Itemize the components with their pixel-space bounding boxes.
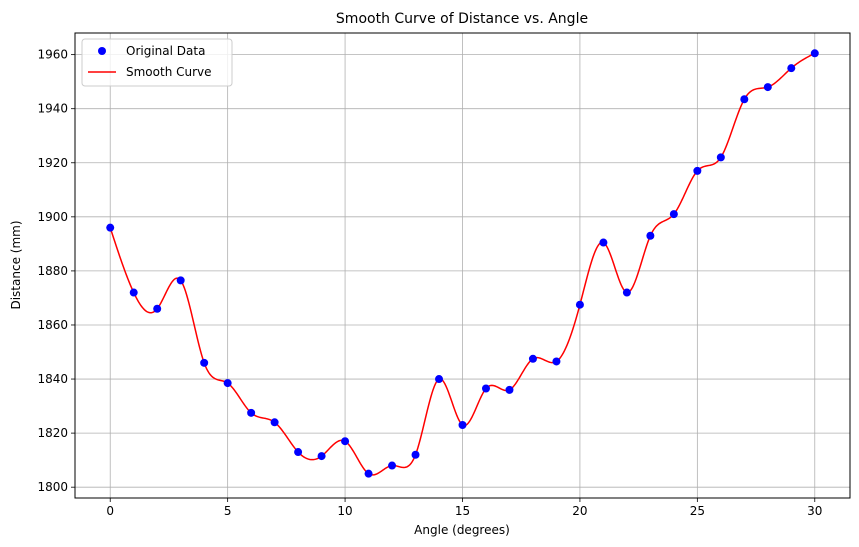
data-point bbox=[740, 95, 749, 104]
y-tick-label: 1920 bbox=[37, 156, 68, 170]
data-point bbox=[763, 83, 772, 92]
y-tick-label: 1960 bbox=[37, 48, 68, 62]
data-point bbox=[294, 448, 303, 457]
legend-box bbox=[81, 38, 233, 87]
x-axis-label: Angle (degrees) bbox=[414, 523, 510, 537]
data-point bbox=[528, 354, 537, 363]
data-point bbox=[599, 238, 608, 247]
data-point bbox=[622, 288, 631, 297]
x-axis: 0 5 10 15 20 25 30 bbox=[106, 498, 822, 518]
data-point bbox=[200, 358, 209, 367]
x-tick-label: 10 bbox=[337, 504, 352, 518]
y-axis: 1800 1820 1840 1860 1880 1900 1920 1940 1960 bbox=[37, 48, 75, 494]
y-tick-label: 1940 bbox=[37, 102, 68, 116]
legend: Original Data Smooth Curve bbox=[81, 38, 233, 87]
data-point bbox=[153, 304, 162, 313]
y-axis-label: Distance (mm) bbox=[9, 220, 23, 309]
data-point bbox=[481, 384, 490, 393]
data-point bbox=[810, 49, 819, 58]
data-point bbox=[341, 437, 350, 446]
data-point bbox=[223, 379, 232, 388]
data-point bbox=[646, 231, 655, 240]
data-point bbox=[129, 288, 138, 297]
x-tick-label: 0 bbox=[106, 504, 114, 518]
x-tick-label: 25 bbox=[690, 504, 705, 518]
data-point bbox=[270, 418, 279, 427]
legend-marker-original bbox=[98, 47, 106, 55]
data-point bbox=[693, 166, 702, 175]
data-point bbox=[388, 461, 397, 470]
data-point bbox=[317, 452, 326, 461]
x-tick-label: 30 bbox=[807, 504, 822, 518]
x-tick-label: 15 bbox=[455, 504, 470, 518]
y-tick-label: 1840 bbox=[37, 372, 68, 386]
data-point bbox=[106, 223, 115, 232]
y-tick-label: 1820 bbox=[37, 426, 68, 440]
legend-label-smooth: Smooth Curve bbox=[126, 65, 212, 79]
data-point bbox=[435, 375, 444, 384]
data-point bbox=[458, 421, 467, 430]
y-tick-label: 1800 bbox=[37, 480, 68, 494]
data-point bbox=[552, 357, 561, 366]
data-point bbox=[176, 276, 185, 285]
data-point bbox=[787, 64, 796, 73]
data-point bbox=[669, 210, 678, 219]
data-point bbox=[364, 469, 373, 478]
grid bbox=[75, 33, 850, 498]
data-point bbox=[247, 408, 256, 417]
data-points bbox=[106, 49, 819, 478]
x-tick-label: 5 bbox=[224, 504, 232, 518]
data-point bbox=[505, 385, 514, 394]
y-tick-label: 1880 bbox=[37, 264, 68, 278]
x-tick-label: 20 bbox=[572, 504, 587, 518]
legend-label-original: Original Data bbox=[126, 44, 205, 58]
data-point bbox=[575, 300, 584, 309]
y-tick-label: 1860 bbox=[37, 318, 68, 332]
data-point bbox=[716, 153, 725, 162]
y-tick-label: 1900 bbox=[37, 210, 68, 224]
chart-title: Smooth Curve of Distance vs. Angle bbox=[336, 11, 588, 27]
data-point bbox=[411, 450, 420, 459]
